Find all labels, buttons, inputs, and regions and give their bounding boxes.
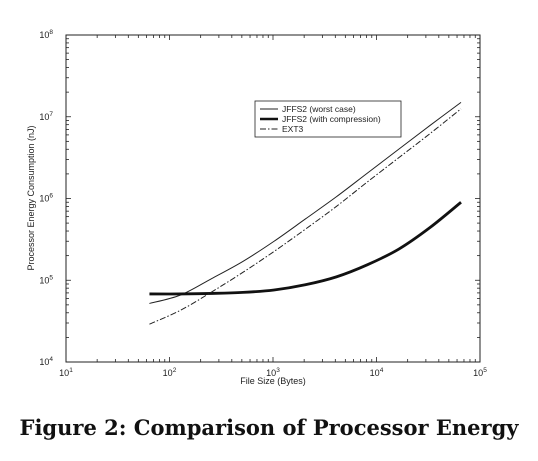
axis-ticks [65,35,480,363]
series-line-jffs2-worst-case [149,101,462,304]
x-tick-label: 103 [266,367,280,378]
x-tick-label: 105 [473,367,487,378]
legend-label-ext3: EXT3 [282,124,304,134]
plot-frame [65,34,481,363]
figure-caption: Figure 2: Comparison of Processor Energy [19,415,519,440]
x-tick-label: 101 [59,367,73,378]
x-tick-label: 104 [370,367,384,378]
series-lines [149,101,462,325]
y-tick-label: 104 [39,356,53,367]
x-tick-label: 102 [163,367,177,378]
series-line-jffs2-with-compression [149,201,462,296]
legend: JFFS2 (worst case) JFFS2 (with compressi… [254,100,402,138]
legend-label-worst-case: JFFS2 (worst case) [282,104,356,114]
x-axis-label: File Size (Bytes) [240,376,306,386]
y-tick-label: 105 [39,274,53,285]
legend-label-with-compression: JFFS2 (with compression) [282,114,381,124]
energy-chart: 101 102 103 104 105 104 105 106 107 108 File Size… [26,29,487,386]
legend-box [254,100,402,138]
y-tick-label: 106 [39,193,53,204]
series-line-ext3 [149,108,462,325]
y-tick-label: 107 [39,111,53,122]
y-tick-label: 108 [39,29,53,40]
y-axis-label: Processor Energy Consumption (nJ) [26,125,36,270]
axis-tick-labels: 101 102 103 104 105 104 105 106 107 108 [39,29,487,378]
